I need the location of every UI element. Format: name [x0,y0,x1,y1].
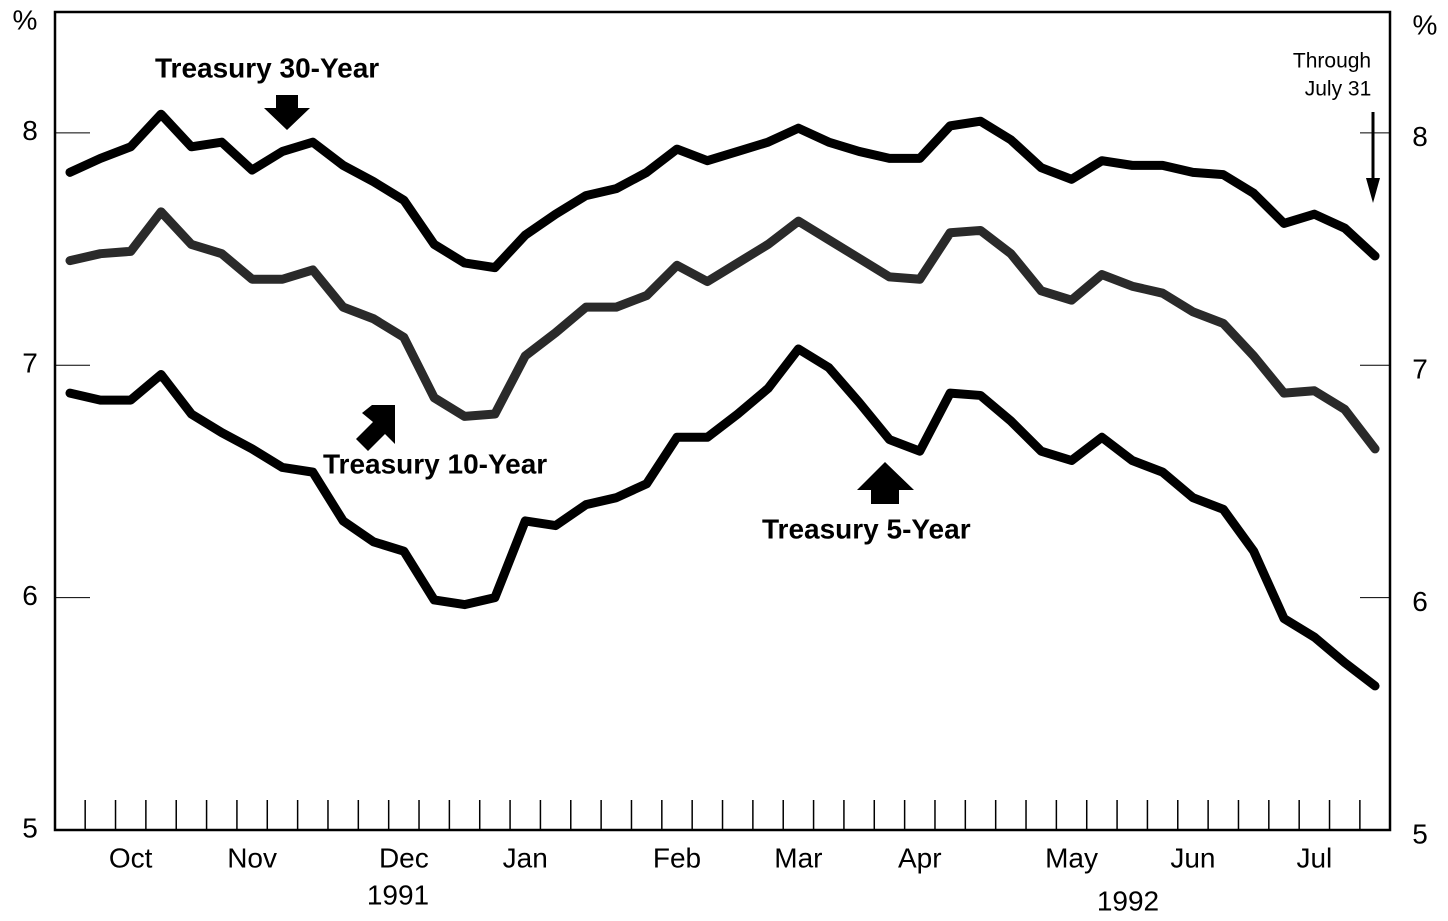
y-axis-label: % [13,4,38,35]
y-tick-label: 8 [22,115,38,146]
y-tick-label: 5 [22,812,38,843]
series-label: Treasury 10-Year [323,448,547,479]
arrow [264,95,310,130]
y2-tick-label: 6 [1412,586,1428,617]
x-tick-label: May [1045,842,1098,873]
series-line [65,207,1380,454]
y2-tick-label: 7 [1412,354,1428,385]
arrows [264,95,1380,504]
x-tick-label: Oct [109,842,153,873]
series-label: Treasury 5-Year [762,513,971,544]
y-tick-label: 7 [22,348,38,379]
x-tick-label: Jul [1296,842,1332,873]
series-label: Treasury 30-Year [155,52,379,83]
x-tick-label: Nov [227,842,277,873]
y-tick-label: 6 [22,580,38,611]
y2-tick-label: 5 [1412,818,1428,849]
x-tick-label: Mar [774,842,822,873]
y2-axis-label: % [1413,9,1438,40]
x-tick-label: Dec [379,842,429,873]
annotation: July 31 [1305,78,1372,101]
year-label: 1991 [367,879,429,910]
year-label: 1992 [1097,885,1159,916]
x-tick-label: Jan [503,842,548,873]
arrow [356,405,395,451]
annotation: Through [1293,50,1371,73]
y2-tick-label: 8 [1412,121,1428,152]
x-tick-label: Jun [1170,842,1215,873]
series-line [65,109,1380,273]
arrow [857,462,914,504]
arrow [1366,178,1380,203]
series-line [65,344,1380,691]
x-tick-label: Feb [653,842,701,873]
x-tick-label: Apr [898,842,942,873]
